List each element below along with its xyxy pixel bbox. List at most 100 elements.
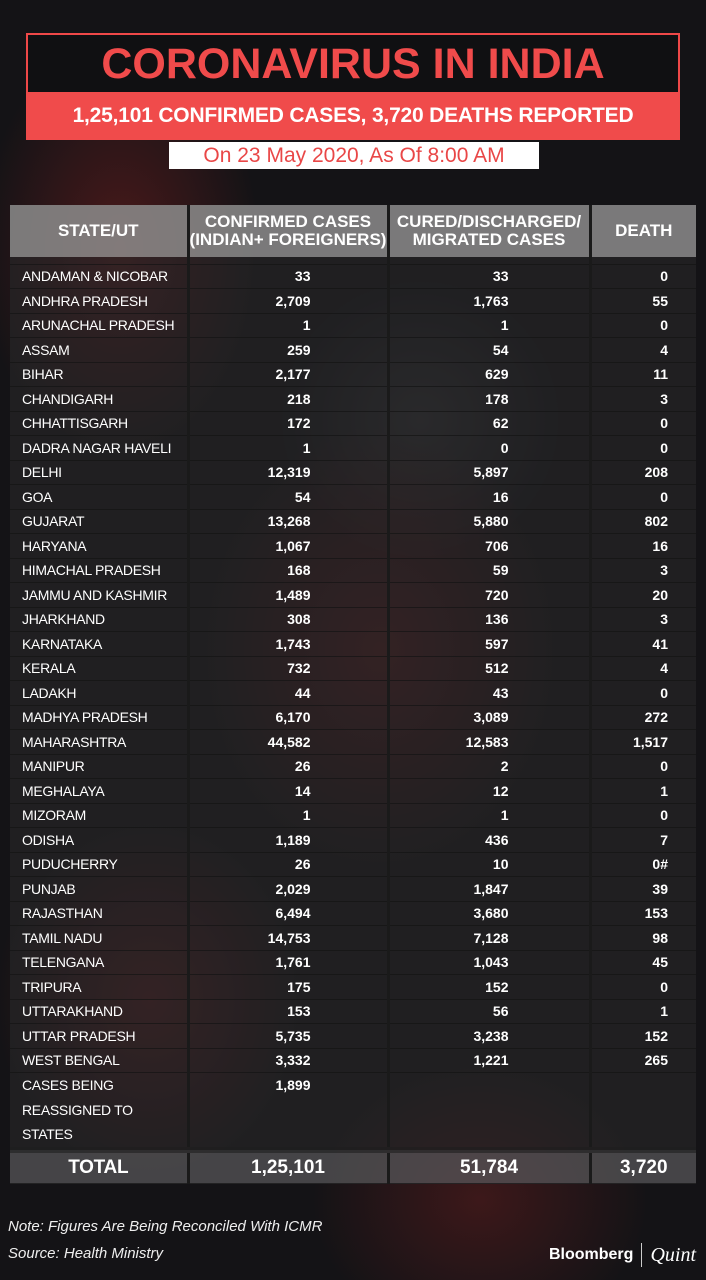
cell-state: HARYANA [10, 533, 188, 559]
cell-state: CASES BEING REASSIGNED TO STATES [10, 1072, 188, 1150]
table-row: MIZORAM 1 1 0 [10, 803, 696, 828]
state-cases-table: STATE/UT CONFIRMED CASES (INDIAN+ FOREIG… [10, 205, 696, 1184]
table-row-total: TOTAL 1,25,101 51,784 3,720 [10, 1146, 696, 1184]
cell-confirmed: 1 [186, 313, 388, 338]
cell-death: 0 [588, 754, 696, 779]
cell-death: 272 [588, 705, 696, 730]
cell-state: RAJASTHAN [10, 901, 188, 926]
cell-confirmed: 6,494 [186, 901, 388, 926]
logo-divider [641, 1243, 643, 1267]
cell-confirmed: 33 [186, 264, 388, 289]
table-row: DADRA NAGAR HAVELI 1 0 0 [10, 435, 696, 461]
cell-state: PUNJAB [10, 876, 188, 902]
cell-state: MEGHALAYA [10, 778, 188, 804]
table-row: TRIPURA 175 152 0 [10, 974, 696, 1000]
cell-death: 55 [588, 288, 696, 314]
cell-total-label: TOTAL [10, 1146, 188, 1184]
cell-cured: 3,238 [386, 1023, 590, 1049]
cell-death [588, 1072, 696, 1150]
cell-cured: 512 [386, 656, 590, 681]
cell-cured: 1,221 [386, 1048, 590, 1073]
cell-confirmed: 153 [186, 999, 388, 1024]
cell-death: 1,517 [588, 729, 696, 755]
cell-cured: 16 [386, 484, 590, 510]
cell-cured: 720 [386, 582, 590, 608]
cell-confirmed: 1,189 [186, 827, 388, 853]
cell-state: MADHYA PRADESH [10, 705, 188, 730]
cell-death: 41 [588, 631, 696, 657]
cell-death: 152 [588, 1023, 696, 1049]
cell-cured: 706 [386, 533, 590, 559]
cell-state: MAHARASHTRA [10, 729, 188, 755]
cell-cured: 3,680 [386, 901, 590, 926]
cell-state: LADAKH [10, 680, 188, 706]
cell-death: 208 [588, 460, 696, 485]
cell-confirmed: 1,067 [186, 533, 388, 559]
cell-cured: 54 [386, 337, 590, 363]
cell-death: 0# [588, 852, 696, 877]
cell-cured: 597 [386, 631, 590, 657]
table-row: JAMMU AND KASHMIR 1,489 720 20 [10, 582, 696, 608]
table-row: PUNJAB 2,029 1,847 39 [10, 876, 696, 902]
cell-confirmed: 14,753 [186, 925, 388, 951]
cell-state-line: STATES [22, 1126, 73, 1142]
cell-confirmed: 218 [186, 386, 388, 412]
cell-cured: 436 [386, 827, 590, 853]
cell-state: ARUNACHAL PRADESH [10, 313, 188, 338]
cell-cured: 12,583 [386, 729, 590, 755]
table-row: HARYANA 1,067 706 16 [10, 533, 696, 559]
cell-death: 802 [588, 509, 696, 534]
cell-death: 1 [588, 999, 696, 1024]
cell-confirmed: 54 [186, 484, 388, 510]
table-row: JHARKHAND 308 136 3 [10, 607, 696, 632]
title-banner: CORONAVIRUS IN INDIA 1,25,101 CONFIRMED … [26, 33, 680, 140]
cell-confirmed: 1 [186, 435, 388, 461]
cell-confirmed: 172 [186, 411, 388, 436]
cell-state: TAMIL NADU [10, 925, 188, 951]
title-frame: CORONAVIRUS IN INDIA [26, 33, 680, 92]
cell-confirmed: 2,177 [186, 362, 388, 387]
cell-confirmed: 3,332 [186, 1048, 388, 1073]
cell-death: 1 [588, 778, 696, 804]
cell-state: ASSAM [10, 337, 188, 363]
table-row: HIMACHAL PRADESH 168 59 3 [10, 558, 696, 583]
cell-state: TELENGANA [10, 950, 188, 975]
cell-state: KARNATAKA [10, 631, 188, 657]
cell-cured: 33 [386, 264, 590, 289]
cell-state-line: REASSIGNED TO [22, 1101, 133, 1118]
cell-state: MANIPUR [10, 754, 188, 779]
source-text: Source: Health Ministry [8, 1245, 164, 1262]
cell-state: UTTAR PRADESH [10, 1023, 188, 1049]
table-row: UTTAR PRADESH 5,735 3,238 152 [10, 1023, 696, 1049]
table-row: DELHI 12,319 5,897 208 [10, 460, 696, 485]
cell-death: 16 [588, 533, 696, 559]
cell-confirmed: 1,489 [186, 582, 388, 608]
cell-confirmed: 308 [186, 607, 388, 632]
cell-cured: 56 [386, 999, 590, 1024]
cell-state: UTTARAKHAND [10, 999, 188, 1024]
cell-death: 3 [588, 607, 696, 632]
cell-death: 98 [588, 925, 696, 951]
date-label: On 23 May 2020, As Of 8:00 AM [169, 142, 539, 169]
cell-cured: 1 [386, 803, 590, 828]
table-row: TELENGANA 1,761 1,043 45 [10, 950, 696, 975]
note-text: Note: Figures Are Being Reconciled With … [8, 1218, 323, 1235]
cell-confirmed: 6,170 [186, 705, 388, 730]
cell-state: JAMMU AND KASHMIR [10, 582, 188, 608]
cell-state: PUDUCHERRY [10, 852, 188, 877]
cell-death: 4 [588, 656, 696, 681]
column-header-cured: CURED/DISCHARGED/ MIGRATED CASES [386, 205, 590, 257]
cell-death: 11 [588, 362, 696, 387]
cell-death: 20 [588, 582, 696, 608]
table-row: LADAKH 44 43 0 [10, 680, 696, 706]
cell-confirmed: 1,899 [186, 1072, 388, 1150]
cell-confirmed: 44,582 [186, 729, 388, 755]
cell-death: 0 [588, 313, 696, 338]
cell-death: 3 [588, 386, 696, 412]
column-header-confirmed: CONFIRMED CASES (INDIAN+ FOREIGNERS) [186, 205, 388, 257]
table-row: ODISHA 1,189 436 7 [10, 827, 696, 853]
cell-cured [386, 1072, 590, 1150]
cell-state-line: CASES BEING [22, 1077, 114, 1093]
cell-cured: 43 [386, 680, 590, 706]
cell-cured: 136 [386, 607, 590, 632]
